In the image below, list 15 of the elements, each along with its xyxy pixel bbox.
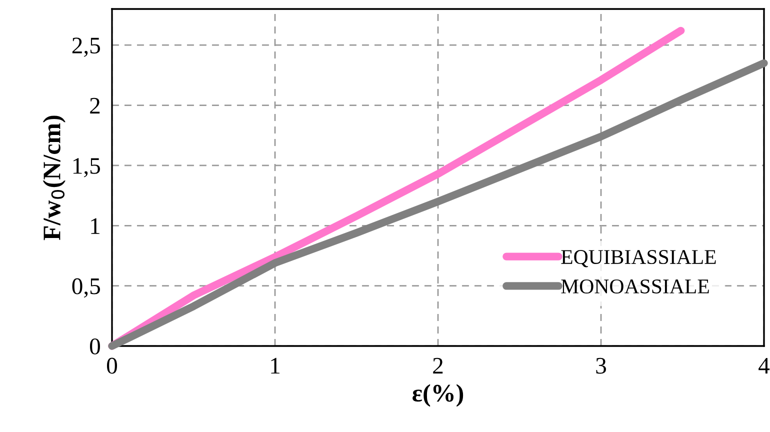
y-tick-label: 1 bbox=[91, 218, 100, 234]
y-tick-label: 0,5 bbox=[72, 278, 100, 298]
x-tick-label: 2 bbox=[433, 358, 443, 374]
y-tick-label: 0 bbox=[90, 338, 100, 354]
x-tick-label: 1 bbox=[271, 358, 280, 374]
y-axis-title: F/w$_{0}$(N/cm) bbox=[42, 116, 66, 240]
x-axis-title: ε(%) bbox=[412, 384, 464, 407]
legend-label: MONOASSIALE bbox=[561, 279, 709, 294]
x-tick-label: 0 bbox=[106, 358, 118, 374]
legend-label: EQUIBIASSIALE bbox=[561, 250, 716, 268]
x-tick-label: 3 bbox=[596, 358, 606, 374]
y-tick-label: 2 bbox=[90, 98, 100, 114]
y-tick-label: 2,5 bbox=[72, 38, 100, 57]
y-tick-label: 1,5 bbox=[73, 158, 100, 178]
x-tick-label: 4 bbox=[758, 358, 770, 374]
